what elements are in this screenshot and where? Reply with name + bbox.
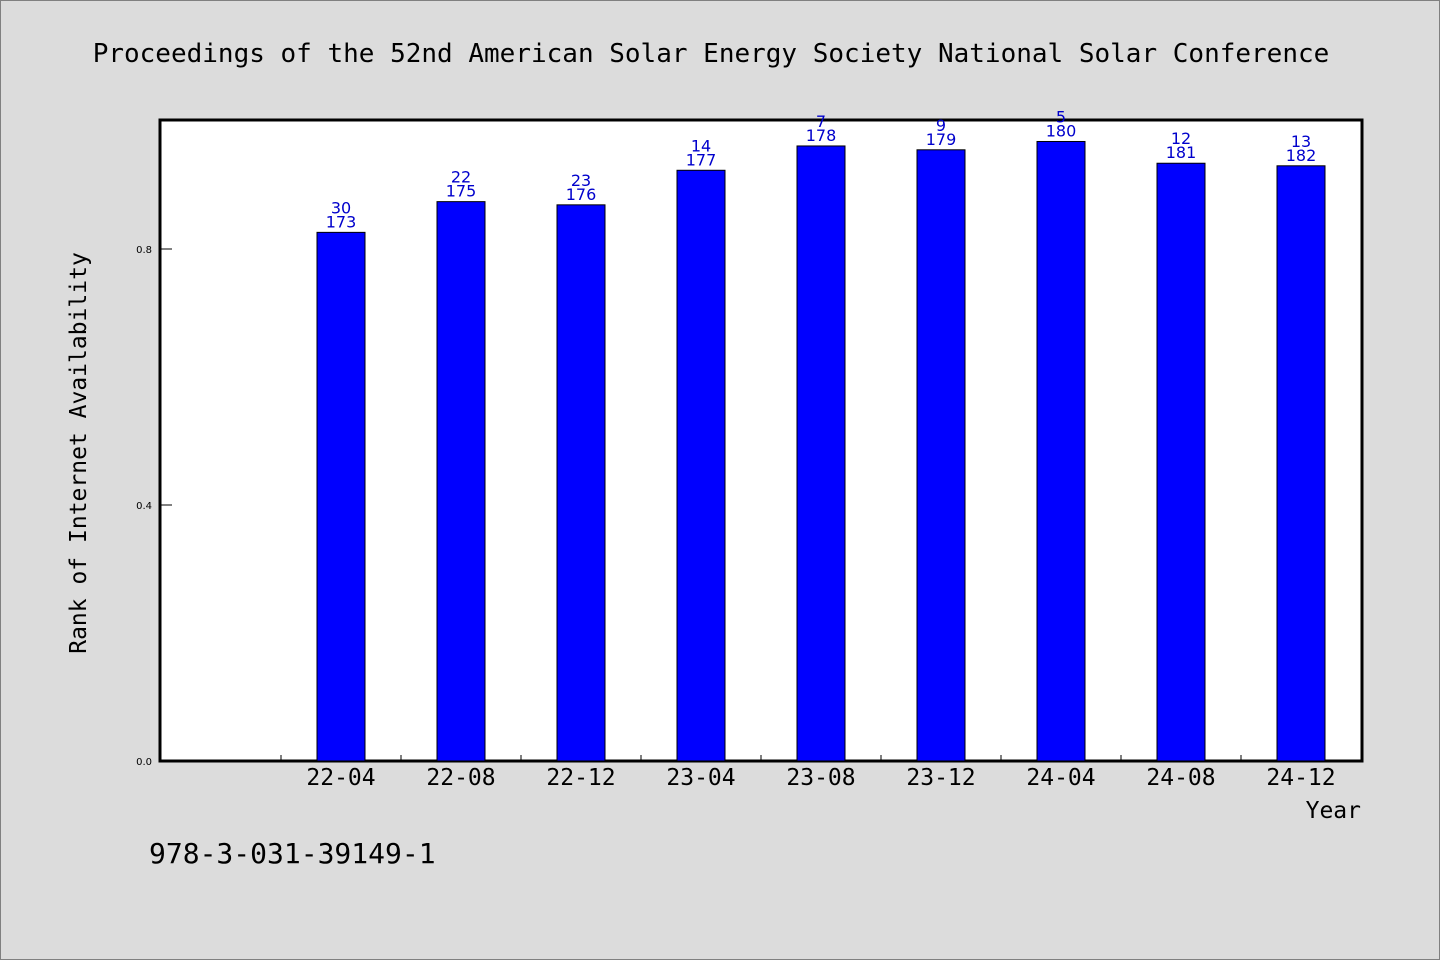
bar (916, 149, 966, 762)
bar (316, 231, 366, 762)
bar (436, 201, 486, 762)
x-tick-label: 23-12 (906, 765, 975, 791)
isbn-footer: 978-3-031-39149-1 (149, 837, 436, 870)
rank-label: 23 (571, 171, 591, 190)
rank-label: 9 (936, 116, 946, 135)
bar (1036, 140, 1086, 762)
total-label: 180 (1046, 121, 1077, 140)
y-axis-ticks: 0.0 0.4 0.8 (136, 245, 172, 768)
bar-series (316, 140, 1326, 762)
total-label: 176 (566, 185, 597, 204)
rank-label: 22 (451, 168, 471, 187)
rank-label: 14 (691, 136, 711, 155)
x-tick-label: 22-04 (306, 765, 375, 791)
chart-title: Proceedings of the 52nd American Solar E… (93, 39, 1330, 69)
x-tick-label: 22-12 (546, 765, 615, 791)
rank-label: 5 (1056, 107, 1066, 126)
total-label: 178 (806, 126, 837, 145)
x-tick-label: 22-08 (426, 765, 495, 791)
y-tick-label: 0.8 (136, 245, 152, 256)
x-axis-ticks: 22-04 22-08 22-12 23-04 23-08 23-12 24-04 24-08… (280, 755, 1362, 791)
x-tick-label: 24-12 (1266, 765, 1335, 791)
bar (1156, 162, 1206, 762)
total-label: 177 (686, 150, 717, 169)
bar (676, 169, 726, 762)
x-axis-label: Year (1306, 798, 1361, 824)
total-label: 181 (1166, 143, 1197, 162)
bar (796, 145, 846, 762)
y-tick-label: 0.4 (136, 501, 152, 512)
rank-label: 30 (331, 198, 351, 217)
x-tick-label: 23-08 (786, 765, 855, 791)
bar (556, 204, 606, 762)
y-tick-label: 0.0 (136, 757, 152, 768)
total-label: 182 (1286, 146, 1317, 165)
x-tick-label: 24-04 (1026, 765, 1095, 791)
x-tick-label: 24-08 (1146, 765, 1215, 791)
rank-label: 13 (1291, 132, 1311, 151)
rank-label: 12 (1171, 129, 1191, 148)
y-axis-label: Rank of Internet Availability (66, 252, 92, 654)
bar (1276, 165, 1326, 762)
x-tick-label: 23-04 (666, 765, 735, 791)
total-label: 173 (326, 212, 357, 231)
total-label: 179 (926, 130, 957, 149)
rank-label: 7 (816, 112, 826, 131)
total-label: 175 (446, 182, 477, 201)
